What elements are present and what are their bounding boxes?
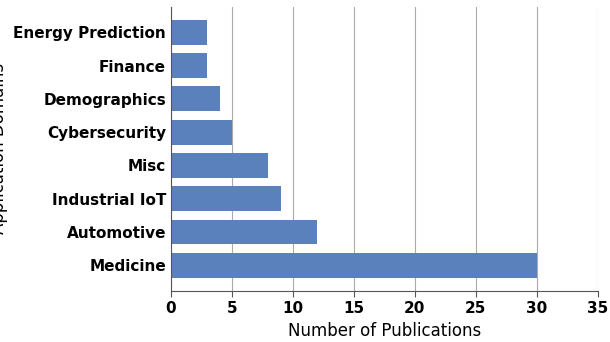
Bar <box>171 120 232 145</box>
Bar <box>171 220 317 245</box>
Bar <box>171 153 268 178</box>
Bar <box>171 20 207 45</box>
Bar <box>171 186 281 211</box>
Bar <box>171 86 220 111</box>
Bar <box>171 253 537 278</box>
Y-axis label: Application Domains: Application Domains <box>0 63 8 234</box>
X-axis label: Number of Publications: Number of Publications <box>288 322 481 340</box>
Bar <box>171 53 207 78</box>
